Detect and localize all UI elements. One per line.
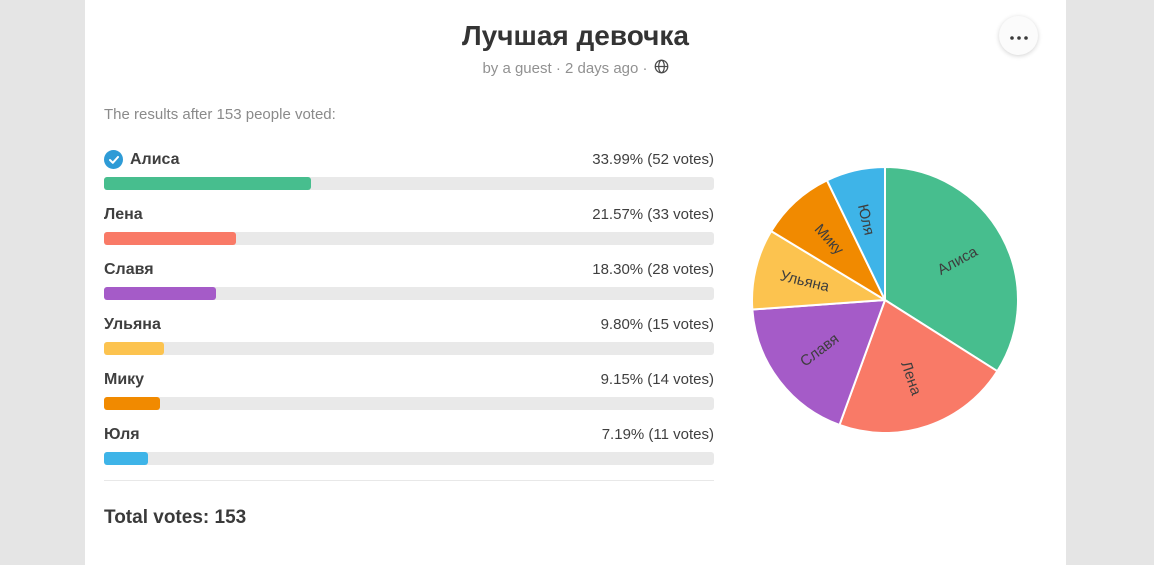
result-bar-fill (104, 342, 164, 355)
poll-option-head: Славя 18.30% (28 votes) (104, 260, 714, 279)
result-bar-fill (104, 452, 148, 465)
poll-option-head: Ульяна 9.80% (15 votes) (104, 315, 714, 334)
poll-option-row: Лена 21.57% (33 votes) (104, 205, 714, 245)
poll-option-row: Юля 7.19% (11 votes) (104, 425, 714, 465)
ellipsis-icon (1009, 28, 1028, 43)
pie-slice-label: Юля (854, 203, 878, 237)
poll-option-head: Юля 7.19% (11 votes) (104, 425, 714, 444)
poll-byline: by a guest · 2 days ago · (85, 59, 1066, 79)
result-bar-fill (104, 177, 312, 190)
pie-slice (751, 299, 886, 426)
total-votes-value: 153 (214, 507, 247, 528)
option-label: Ульяна (104, 316, 161, 333)
results-panel: The results after 153 people voted: Алис… (104, 77, 714, 529)
poll-option: Ульяна (104, 315, 161, 334)
poll-option: Юля (104, 425, 140, 444)
poll-option-row: Мику 9.15% (14 votes) (104, 370, 714, 410)
result-bar-fill (104, 287, 216, 300)
poll-option-row: Славя 18.30% (28 votes) (104, 260, 714, 300)
option-result: 9.15% (14 votes) (600, 371, 714, 388)
results-list: Алиса 33.99% (52 votes) Лена 21.57% (33 … (104, 150, 714, 465)
poll-option: Лена (104, 205, 143, 224)
poll-header: Лучшая девочка by a guest · 2 days ago · (85, 0, 1066, 79)
poll-option-head: Мику 9.15% (14 votes) (104, 370, 714, 389)
poll-option-head: Алиса 33.99% (52 votes) (104, 150, 714, 169)
total-votes-label: Total votes: (104, 507, 210, 528)
option-result: 7.19% (11 votes) (601, 426, 714, 443)
result-bar-fill (104, 232, 236, 245)
pie-slice (751, 230, 886, 311)
option-label: Мику (104, 371, 145, 388)
option-label: Юля (104, 426, 140, 443)
poll-option: Славя (104, 260, 154, 279)
option-label: Алиса (130, 151, 180, 168)
poll-option-row: Алиса 33.99% (52 votes) (104, 150, 714, 190)
option-result: 21.57% (33 votes) (592, 206, 714, 223)
option-result: 18.30% (28 votes) (592, 261, 714, 278)
poll-option: Мику (104, 370, 144, 389)
result-bar-track (104, 287, 714, 300)
globe-icon (654, 59, 669, 79)
option-result: 9.80% (15 votes) (600, 316, 714, 333)
option-result: 33.99% (52 votes) (592, 151, 714, 168)
byline-text: by a guest · 2 days ago · (482, 60, 648, 77)
poll-card: Лучшая девочка by a guest · 2 days ago · (85, 0, 1066, 565)
pie-chart: Алиса Лена Славя Ульяна Мику Юля (744, 159, 1026, 441)
result-bar-track (104, 177, 714, 190)
results-intro: The results after 153 people voted: (104, 106, 336, 123)
poll-option-row: Ульяна 9.80% (15 votes) (104, 315, 714, 355)
option-label: Лена (104, 206, 143, 223)
pie-slice (838, 299, 999, 434)
option-label: Славя (104, 261, 154, 278)
result-bar-fill (104, 397, 160, 410)
result-bar-track (104, 397, 714, 410)
poll-option-head: Лена 21.57% (33 votes) (104, 205, 714, 224)
voted-check-icon (104, 150, 123, 169)
more-options-button[interactable] (999, 16, 1038, 55)
total-votes: Total votes: 153 (104, 506, 714, 529)
result-bar-track (104, 342, 714, 355)
poll-title: Лучшая девочка (462, 20, 689, 51)
divider (104, 480, 714, 481)
poll-option: Алиса (104, 150, 180, 169)
result-bar-track (104, 232, 714, 245)
result-bar-track (104, 452, 714, 465)
pie-slice (825, 166, 886, 301)
